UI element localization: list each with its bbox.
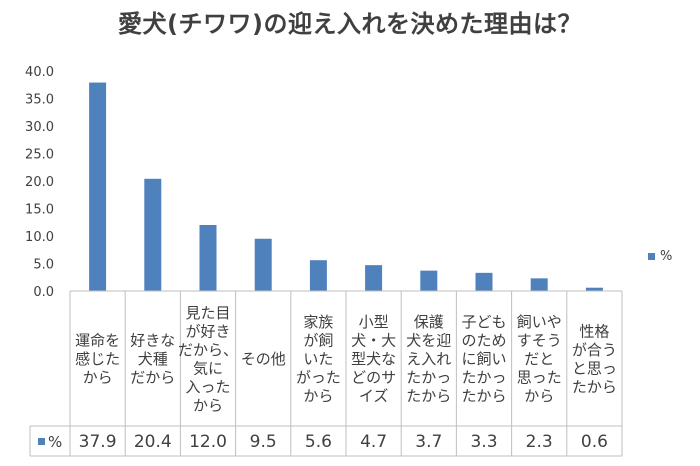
x-tick-label: 見た目が好きだから、気に入ったから <box>178 304 238 415</box>
chart-title: 愛犬(チワワ)の迎え入れを決めた理由は？ <box>118 10 582 38</box>
y-tick-label: 35.0 <box>25 93 54 108</box>
bar <box>199 225 217 291</box>
x-tick-label: 運命を感じたから <box>75 332 120 387</box>
bar <box>475 272 493 291</box>
data-value-label: 5.6 <box>305 432 332 452</box>
data-value-label: 4.7 <box>360 432 387 452</box>
x-tick-label: 保護犬を迎え入れたかったから <box>406 313 451 405</box>
x-tick-label: 性格が合うと思ったから <box>572 322 617 396</box>
bar <box>254 238 272 291</box>
data-value-label: 20.4 <box>134 432 172 452</box>
data-value-label: 12.0 <box>189 432 227 452</box>
legend-swatch <box>648 253 655 260</box>
bar <box>585 287 603 291</box>
x-tick-label: 飼いやすそうだと思ったから <box>517 313 562 405</box>
bar <box>365 265 383 291</box>
bar <box>89 82 107 291</box>
data-value-label: 3.3 <box>470 432 497 452</box>
y-tick-label: 20.0 <box>25 175 54 190</box>
data-value-label: 3.7 <box>415 432 442 452</box>
x-tick-label: 子どものために飼いたかったから <box>461 313 506 405</box>
bar <box>309 260 327 291</box>
bar <box>420 270 438 291</box>
y-tick-label: 15.0 <box>25 203 54 218</box>
y-tick-label: 5.0 <box>33 258 54 273</box>
x-tick-label: その他 <box>241 350 286 368</box>
data-value-label: 0.6 <box>581 432 608 452</box>
y-tick-label: 40.0 <box>25 65 54 80</box>
y-tick-label: 0.0 <box>33 285 54 300</box>
data-value-label: 2.3 <box>526 432 553 452</box>
bar <box>530 278 548 291</box>
table-series-label: % <box>48 433 62 451</box>
x-tick-label: 家族が飼いたがったから <box>296 313 341 405</box>
table-legend-swatch <box>38 438 45 445</box>
y-tick-label: 30.0 <box>25 120 54 135</box>
legend: % <box>648 249 672 264</box>
data-value-label: 9.5 <box>250 432 277 452</box>
data-value-label: 37.9 <box>79 432 117 452</box>
x-tick-label: 小型犬・大型犬などのサイズ <box>351 313 396 405</box>
x-tick-label: 好きな犬種だから <box>130 332 175 387</box>
y-tick-label: 25.0 <box>25 148 54 163</box>
y-tick-label: 10.0 <box>25 230 54 245</box>
bar <box>144 178 162 291</box>
legend-label: % <box>660 249 673 264</box>
